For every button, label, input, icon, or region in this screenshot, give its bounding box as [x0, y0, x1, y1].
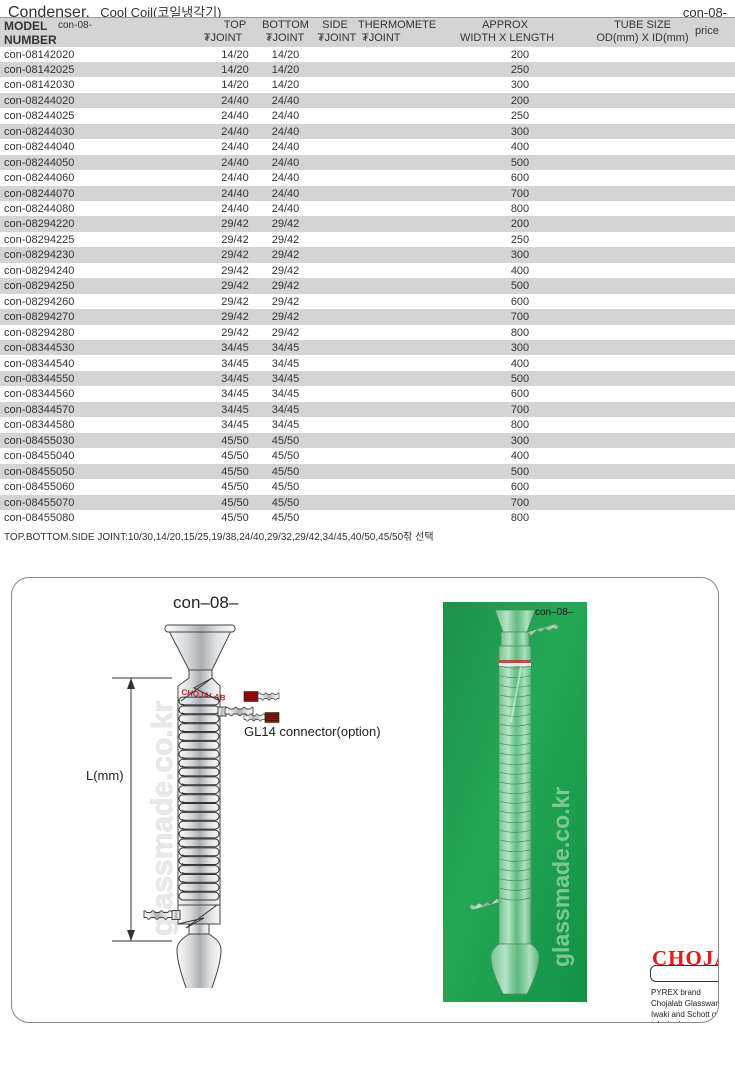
svg-text:glassmade.co.kr: glassmade.co.kr — [548, 787, 574, 967]
svg-text:con–08–: con–08– — [173, 593, 239, 612]
svg-text:L(mm): L(mm) — [86, 768, 124, 783]
svg-text:glassmade.co.kr: glassmade.co.kr — [146, 701, 179, 936]
svg-text:con–08–: con–08– — [535, 607, 574, 618]
svg-text:GL14 connector(option): GL14 connector(option) — [244, 724, 381, 739]
